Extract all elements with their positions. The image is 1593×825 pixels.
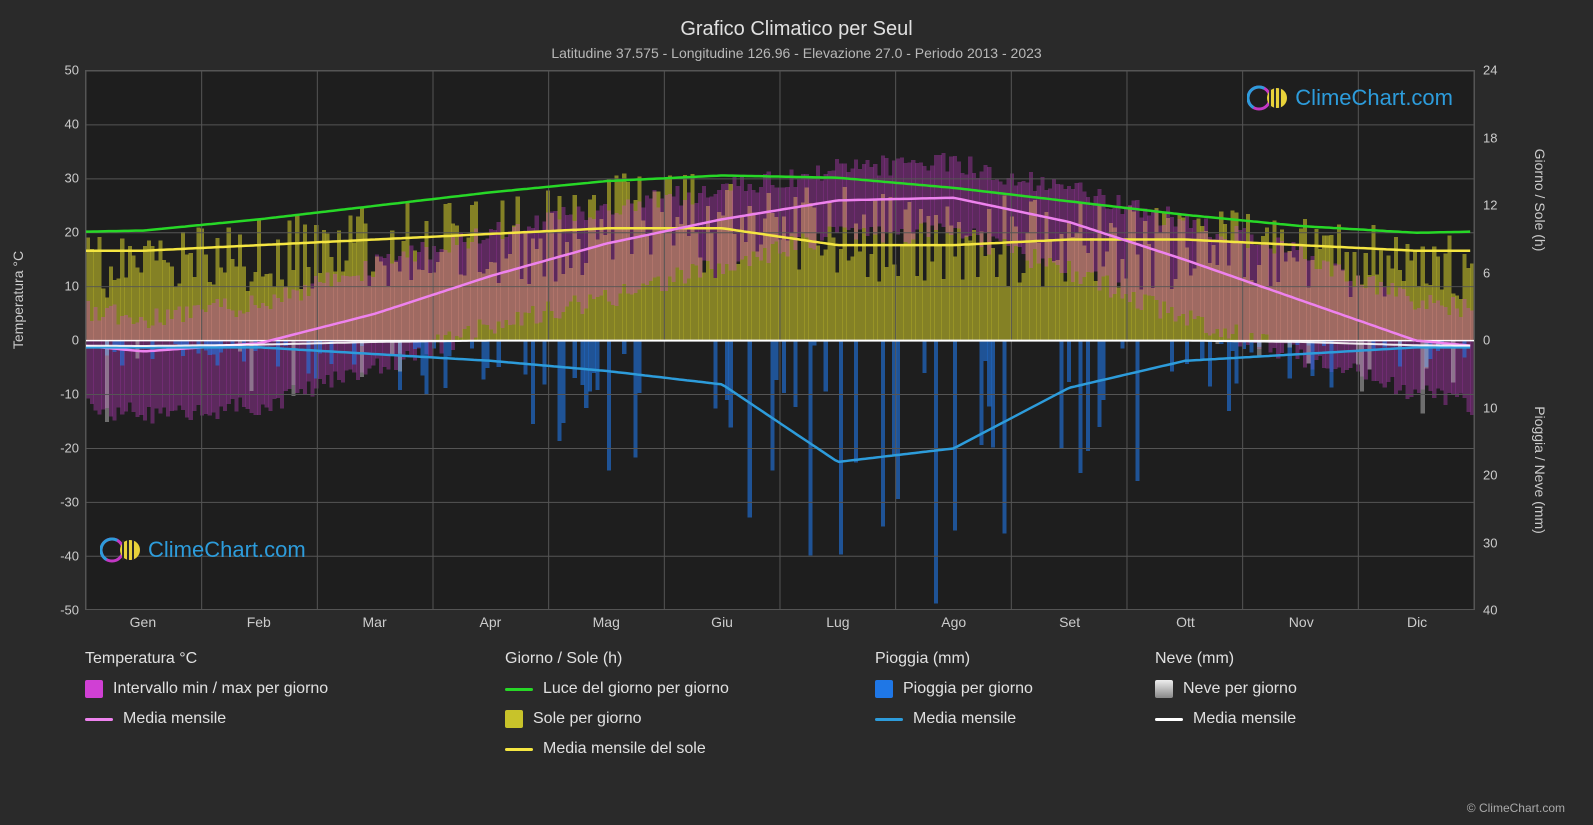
y-left-tick: -40 <box>60 549 79 564</box>
x-tick: Ago <box>941 614 966 630</box>
logo-icon <box>1247 84 1287 112</box>
y-right-hour-tick: 24 <box>1483 63 1497 78</box>
legend-snow-mean-label: Media mensile <box>1193 710 1296 728</box>
legend-temp-mean-label: Media mensile <box>123 710 226 728</box>
legend-day-heading: Giorno / Sole (h) <box>505 650 875 668</box>
swatch-snow <box>1155 680 1173 698</box>
x-tick: Giu <box>711 614 733 630</box>
legend-temp-heading: Temperatura °C <box>85 650 505 668</box>
x-tick: Dic <box>1407 614 1427 630</box>
legend-temp-mean: Media mensile <box>85 710 505 728</box>
y-axis-right-bottom-label: Pioggia / Neve (mm) <box>1532 406 1548 534</box>
swatch-rain-mean <box>875 718 903 721</box>
y-right-mm-tick: 10 <box>1483 400 1497 415</box>
y-left-tick: 0 <box>72 333 79 348</box>
x-tick: Gen <box>130 614 156 630</box>
y-left-tick: 30 <box>65 171 79 186</box>
copyright: © ClimeChart.com <box>1467 801 1565 815</box>
y-right-hour-tick: 12 <box>1483 198 1497 213</box>
chart-container: Grafico Climatico per Seul Latitudine 37… <box>0 0 1593 825</box>
legend-rain-heading: Pioggia (mm) <box>875 650 1155 668</box>
legend-rain-mean: Media mensile <box>875 710 1155 728</box>
legend-daylight: Luce del giorno per giorno <box>505 680 875 698</box>
y-left-tick: 20 <box>65 225 79 240</box>
x-tick: Apr <box>480 614 502 630</box>
y-right-hour-tick: 18 <box>1483 130 1497 145</box>
y-right-hour-tick: 6 <box>1483 265 1490 280</box>
legend-daylight-label: Luce del giorno per giorno <box>543 680 729 698</box>
legend-rain-mean-label: Media mensile <box>913 710 1016 728</box>
legend-rain-daily-label: Pioggia per giorno <box>903 680 1033 698</box>
legend-rain-daily: Pioggia per giorno <box>875 680 1155 698</box>
y-axis-right-top-label: Giorno / Sole (h) <box>1532 149 1548 252</box>
legend-temp-range: Intervallo min / max per giorno <box>85 680 505 698</box>
y-right-mm-tick: 30 <box>1483 535 1497 550</box>
logo-icon <box>100 536 140 564</box>
swatch-temp-mean <box>85 718 113 721</box>
y-left-tick: 10 <box>65 279 79 294</box>
y-axis-left-label: Temperatura °C <box>10 251 26 349</box>
x-tick: Set <box>1059 614 1080 630</box>
legend-sun: Sole per giorno <box>505 710 875 728</box>
logo-text: ClimeChart.com <box>1295 85 1453 111</box>
swatch-rain <box>875 680 893 698</box>
swatch-snow-mean <box>1155 718 1183 721</box>
y-left-tick: -50 <box>60 603 79 618</box>
y-left-tick: 50 <box>65 63 79 78</box>
legend-sun-label: Sole per giorno <box>533 710 642 728</box>
legend-snow-mean: Media mensile <box>1155 710 1435 728</box>
swatch-temp-range <box>85 680 103 698</box>
x-tick: Mag <box>593 614 620 630</box>
x-tick: Feb <box>247 614 271 630</box>
y-left-tick: -20 <box>60 441 79 456</box>
y-axis-left: -50-40-30-20-1001020304050 <box>35 70 85 610</box>
swatch-daylight <box>505 688 533 691</box>
y-right-hour-tick: 0 <box>1483 333 1490 348</box>
legend-sun-mean-label: Media mensile del sole <box>543 740 706 758</box>
plot-svg <box>86 71 1474 610</box>
legend-sun-mean: Media mensile del sole <box>505 740 875 758</box>
logo-top-right: ClimeChart.com <box>1247 84 1453 112</box>
x-tick: Nov <box>1289 614 1314 630</box>
legend-snow-heading: Neve (mm) <box>1155 650 1435 668</box>
legend-snow-daily-label: Neve per giorno <box>1183 680 1297 698</box>
chart-subtitle: Latitudine 37.575 - Longitudine 126.96 -… <box>0 41 1593 61</box>
legend-snow-daily: Neve per giorno <box>1155 680 1435 698</box>
x-tick: Lug <box>826 614 849 630</box>
chart-title: Grafico Climatico per Seul <box>0 0 1593 41</box>
legend-temp-range-label: Intervallo min / max per giorno <box>113 680 328 698</box>
logo-bottom-left: ClimeChart.com <box>100 536 306 564</box>
y-left-tick: -30 <box>60 495 79 510</box>
y-right-mm-tick: 20 <box>1483 468 1497 483</box>
x-tick: Ott <box>1176 614 1195 630</box>
logo-text: ClimeChart.com <box>148 537 306 563</box>
swatch-sun-mean <box>505 748 533 751</box>
legend: Temperatura °C Giorno / Sole (h) Pioggia… <box>85 650 1485 758</box>
y-left-tick: -10 <box>60 387 79 402</box>
y-left-tick: 40 <box>65 117 79 132</box>
y-right-mm-tick: 40 <box>1483 603 1497 618</box>
chart-plot-area <box>85 70 1475 610</box>
swatch-sun <box>505 710 523 728</box>
x-tick: Mar <box>363 614 387 630</box>
